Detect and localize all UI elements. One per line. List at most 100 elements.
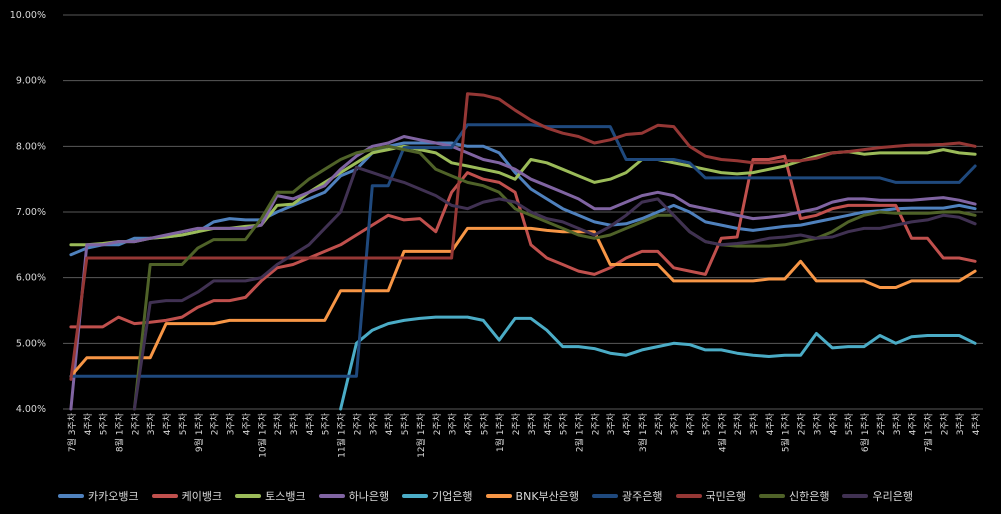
y-axis-labels: 4.00% 5.00% 6.00% 7.00% 8.00% 9.00% 10.00%: [10, 10, 46, 415]
x-tick-label: 5월 1주차: [780, 412, 792, 452]
x-tick-label: 4주차: [161, 412, 173, 435]
legend-label: BNK부산은행: [515, 490, 580, 503]
legend-label: 국민은행: [705, 490, 746, 503]
x-tick-label: 7월 1주차: [922, 412, 934, 452]
x-tick-label: 3주차: [811, 412, 823, 435]
legend-item: 우리은행: [842, 488, 913, 504]
x-tick-label: 4주차: [685, 412, 697, 435]
y-tick-label: 8.00%: [16, 141, 46, 152]
x-tick-label: 3주차: [145, 412, 157, 435]
x-tick-label: 3주차: [669, 412, 681, 435]
y-tick-label: 6.00%: [16, 273, 46, 284]
legend-swatch: [758, 494, 785, 498]
x-tick-label: 2주차: [209, 412, 221, 435]
y-tick-label: 5.00%: [16, 338, 46, 349]
x-tick-label: 5주차: [320, 412, 332, 435]
x-tick-label: 3주차: [225, 412, 237, 435]
x-tick-label: 5주차: [98, 412, 110, 435]
legend-swatch: [235, 494, 262, 498]
x-tick-label: 9월 1주차: [193, 412, 205, 452]
x-tick-label: 5주차: [177, 412, 189, 435]
x-tick-label: 2주차: [732, 412, 744, 435]
x-tick-label: 5주차: [558, 412, 570, 435]
legend-swatch: [402, 494, 429, 498]
legend-label: 우리은행: [872, 490, 913, 503]
x-tick-label: 3월 1주차: [637, 412, 649, 452]
x-tick-label: 3주차: [288, 412, 300, 435]
x-tick-label: 2주차: [589, 412, 601, 435]
x-tick-label: 6월 1주차: [859, 412, 871, 452]
series-line-2: [69, 144, 977, 247]
series-line-3: [69, 135, 977, 411]
legend-item: 광주은행: [592, 488, 663, 504]
x-tick-label: 4주차: [970, 412, 982, 435]
x-tick-label: 10월 1주차: [256, 412, 268, 458]
x-tick-label: 4주차: [304, 412, 316, 435]
gridlines: [63, 14, 983, 410]
x-tick-label: 4주차: [621, 412, 633, 435]
x-tick-label: 4주차: [383, 412, 395, 435]
x-tick-label: 5주차: [843, 412, 855, 435]
x-tick-label: 3주차: [954, 412, 966, 435]
x-tick-label: 3주차: [748, 412, 760, 435]
x-tick-label: 2주차: [510, 412, 522, 435]
x-tick-label: 4주차: [907, 412, 919, 435]
x-tick-label: 12월 1주차: [415, 412, 427, 458]
x-tick-label: 2주차: [431, 412, 443, 435]
x-tick-label: 5주차: [700, 412, 712, 435]
legend-swatch: [151, 494, 178, 498]
x-tick-label: 2주차: [796, 412, 808, 435]
legend-swatch: [58, 494, 84, 498]
series-line-8: [132, 144, 977, 411]
legend-item: 카카오뱅크: [58, 488, 139, 504]
x-tick-label: 2주차: [653, 412, 665, 435]
legend-swatch: [675, 494, 702, 498]
x-tick-label: 2월 1주차: [574, 412, 586, 452]
legend-item: 기업은행: [402, 488, 473, 504]
x-tick-label: 2주차: [351, 412, 363, 435]
legend-label: 카카오뱅크: [88, 490, 139, 503]
legend-label: 기업은행: [432, 490, 473, 503]
series-lines: [69, 92, 977, 411]
x-tick-label: 5주차: [478, 412, 490, 435]
x-tick-label: 3주차: [891, 412, 903, 435]
x-tick-label: 4주차: [240, 412, 252, 435]
series-line-6: [69, 123, 977, 378]
x-tick-label: 2주차: [129, 412, 141, 435]
legend: 카카오뱅크 케이뱅크 토스뱅크 하나은행 기업은행 BNK부산은행 광주은행 국민은행 신한은행…: [58, 486, 958, 506]
legend-label: 광주은행: [622, 490, 663, 503]
x-tick-label: 3주차: [526, 412, 538, 435]
legend-item: 국민은행: [675, 488, 746, 504]
series-line-7: [69, 92, 977, 381]
x-tick-label: 7월 3주차: [66, 412, 78, 452]
x-tick-label: 3주차: [367, 412, 379, 435]
legend-swatch: [592, 494, 619, 498]
x-tick-label: 4주차: [542, 412, 554, 435]
legend-swatch: [485, 494, 512, 498]
legend-item: 신한은행: [758, 488, 830, 504]
legend-item: BNK부산은행: [485, 488, 580, 504]
legend-item: 하나은행: [318, 488, 390, 504]
legend-label: 신한은행: [788, 490, 830, 503]
legend-label: 하나은행: [348, 490, 390, 503]
legend-swatch: [842, 494, 869, 498]
x-tick-label: 4주차: [462, 412, 474, 435]
legend-label: 케이뱅크: [181, 490, 223, 503]
series-line-9: [132, 165, 977, 411]
x-tick-label: 4주차: [827, 412, 839, 435]
x-tick-label: 4주차: [82, 412, 94, 435]
x-tick-label: 11월 1주차: [336, 412, 348, 458]
y-tick-label: 4.00%: [16, 404, 46, 415]
x-tick-label: 4월 1주차: [716, 412, 728, 452]
x-tick-label: 2주차: [272, 412, 284, 435]
legend-item: 케이뱅크: [151, 488, 223, 504]
y-tick-label: 10.00%: [10, 10, 46, 21]
x-tick-label: 1월 1주차: [494, 412, 506, 452]
x-tick-label: 3주차: [447, 412, 459, 435]
series-line-0: [69, 141, 977, 257]
x-tick-label: 2주차: [875, 412, 887, 435]
series-line-4: [339, 315, 977, 411]
x-tick-label: 4주차: [764, 412, 776, 435]
series-line-1: [69, 154, 977, 329]
